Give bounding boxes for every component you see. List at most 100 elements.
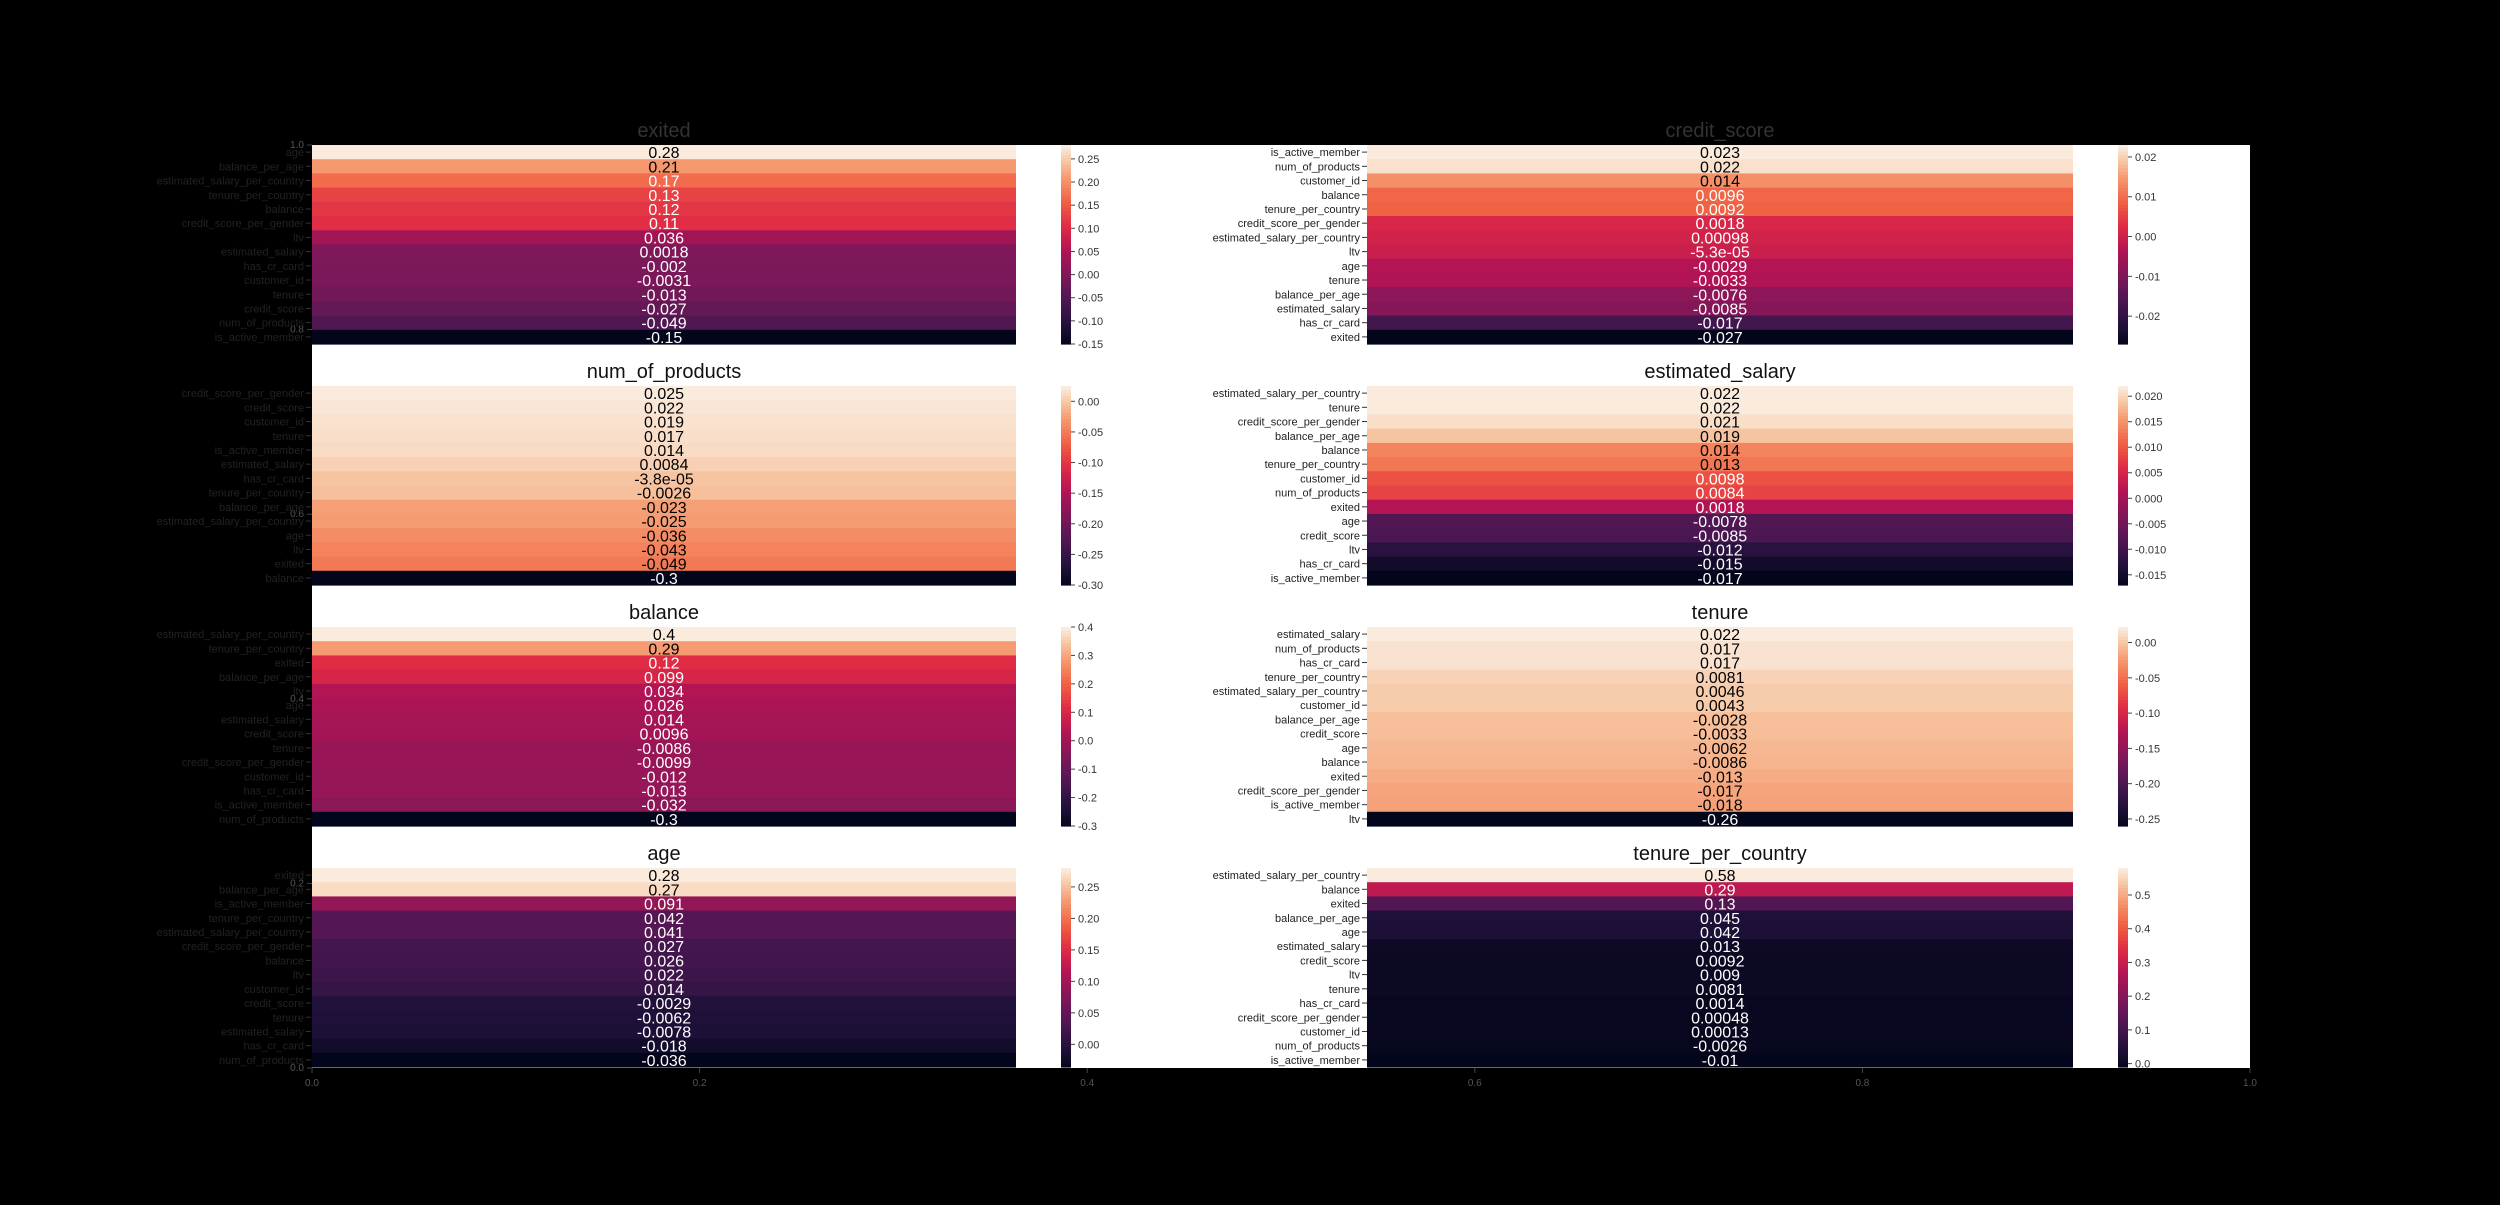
colorbar-segment — [1061, 148, 1071, 153]
row-label: num_of_products — [219, 318, 304, 330]
colorbar-segment — [1061, 917, 1071, 922]
background-ytick-label: 0.4 — [290, 694, 304, 705]
colorbar-segment — [1061, 1023, 1071, 1028]
colorbar-segment — [1061, 465, 1071, 470]
heatmap-cell — [1367, 173, 2073, 189]
colorbar-segment — [1061, 884, 1071, 889]
heatmap-cell — [1367, 570, 2073, 586]
row-label: estimated_salary_per_country — [1213, 388, 1361, 400]
panel-title: num_of_products — [587, 361, 742, 383]
row-label: exited — [1331, 771, 1360, 783]
heatmap-cell — [1367, 1024, 2073, 1040]
colorbar-segment — [2118, 931, 2128, 935]
colorbar-segment — [1061, 571, 1071, 576]
cell-value-label: -0.3 — [650, 812, 678, 829]
row-label: tenure_per_country — [209, 643, 305, 655]
heatmap-cell — [312, 570, 1016, 586]
cell-value-label: 0.022 — [1700, 159, 1740, 176]
colorbar-segment — [2118, 478, 2128, 483]
colorbar-segment — [2118, 802, 2128, 807]
cell-value-label: -0.023 — [641, 500, 686, 517]
colorbar-segment — [1061, 468, 1071, 473]
colorbar-segment — [2118, 1013, 2128, 1018]
colorbar-segment — [2118, 743, 2128, 747]
cell-value-label: 0.27 — [648, 882, 679, 899]
cell-value-label: 0.017 — [1700, 656, 1740, 673]
colorbar-segment — [1061, 221, 1071, 226]
colorbar-tick-label: -0.15 — [1078, 488, 1103, 500]
colorbar-segment — [1061, 1010, 1071, 1015]
row-label: is_active_member — [1271, 573, 1361, 585]
heatmap-cell — [312, 329, 1016, 345]
colorbar-segment — [1061, 231, 1071, 236]
colorbar-segment — [1061, 392, 1071, 397]
cell-value-label: 0.0084 — [640, 457, 689, 474]
cell-value-label: -5.3e-05 — [1690, 245, 1750, 262]
colorbar-segment — [2118, 188, 2128, 193]
colorbar-tick-label: -0.10 — [1078, 458, 1103, 470]
colorbar-segment — [1061, 429, 1071, 434]
colorbar-tick-label: -0.15 — [1078, 339, 1103, 351]
colorbar-segment — [1061, 518, 1071, 523]
colorbar-segment — [2118, 402, 2128, 407]
colorbar-segment — [1061, 746, 1071, 751]
colorbar-segment — [1061, 548, 1071, 553]
colorbar-segment — [2118, 468, 2128, 473]
heatmap-cell — [312, 400, 1016, 416]
row-label: balance — [1321, 445, 1360, 457]
cell-value-label: 0.034 — [644, 684, 684, 701]
colorbar-segment — [2118, 551, 2128, 556]
colorbar-segment — [1061, 871, 1071, 876]
heatmap-cell — [312, 230, 1016, 246]
colorbar-segment — [2118, 164, 2128, 169]
colorbar-segment — [2118, 987, 2128, 992]
heatmap-cell — [312, 513, 1016, 529]
colorbar-segment — [1061, 911, 1071, 916]
colorbar-segment — [1061, 512, 1071, 516]
cell-value-label: 0.0018 — [1696, 216, 1745, 233]
colorbar-segment — [1061, 894, 1071, 899]
colorbar-segment — [1061, 154, 1071, 159]
colorbar-segment — [2118, 917, 2128, 922]
colorbar-segment — [2118, 792, 2128, 797]
colorbar-segment — [1061, 317, 1071, 322]
cell-value-label: -0.0062 — [637, 1010, 691, 1027]
heatmap-cell — [1367, 655, 2073, 671]
colorbar-tick-label: -0.20 — [1078, 519, 1103, 531]
colorbar-segment — [1061, 1057, 1071, 1061]
heatmap-cell — [312, 471, 1016, 487]
colorbar-segment — [1061, 934, 1071, 939]
colorbar-segment — [2118, 779, 2128, 784]
row-label: credit_score_per_gender — [1238, 1012, 1361, 1024]
colorbar-segment — [1061, 271, 1071, 275]
cell-value-label: 0.00098 — [1691, 230, 1749, 247]
colorbar-segment — [2118, 806, 2128, 811]
colorbar-segment — [2118, 733, 2128, 738]
cell-value-label: 0.0096 — [640, 727, 689, 744]
colorbar-segment — [1061, 247, 1071, 252]
colorbar-segment — [2118, 472, 2128, 477]
colorbar-segment — [2118, 307, 2128, 312]
colorbar-segment — [2118, 1047, 2128, 1052]
colorbar-segment — [1061, 211, 1071, 216]
cell-value-label: 0.29 — [1704, 882, 1735, 899]
colorbar-segment — [1061, 796, 1071, 801]
colorbar-segment — [2118, 809, 2128, 814]
colorbar-segment — [1061, 994, 1071, 998]
colorbar-segment — [1061, 290, 1071, 295]
row-label: credit_score — [1300, 729, 1360, 741]
cell-value-label: -0.025 — [641, 514, 686, 531]
colorbar-segment — [2118, 643, 2128, 648]
colorbar-segment — [1061, 1007, 1071, 1012]
colorbar-segment — [2118, 535, 2128, 540]
heatmap-cell — [1367, 769, 2073, 784]
heatmap-cell — [312, 216, 1016, 231]
colorbar-segment — [1061, 307, 1071, 312]
row-label: credit_score — [1300, 955, 1360, 967]
colorbar-tick-label: 0.0 — [2135, 1059, 2150, 1071]
colorbar-segment — [1061, 897, 1071, 902]
row-label: balance — [265, 204, 304, 216]
colorbar-segment — [1061, 551, 1071, 556]
colorbar-segment — [1061, 264, 1071, 269]
row-label: num_of_products — [219, 814, 304, 826]
